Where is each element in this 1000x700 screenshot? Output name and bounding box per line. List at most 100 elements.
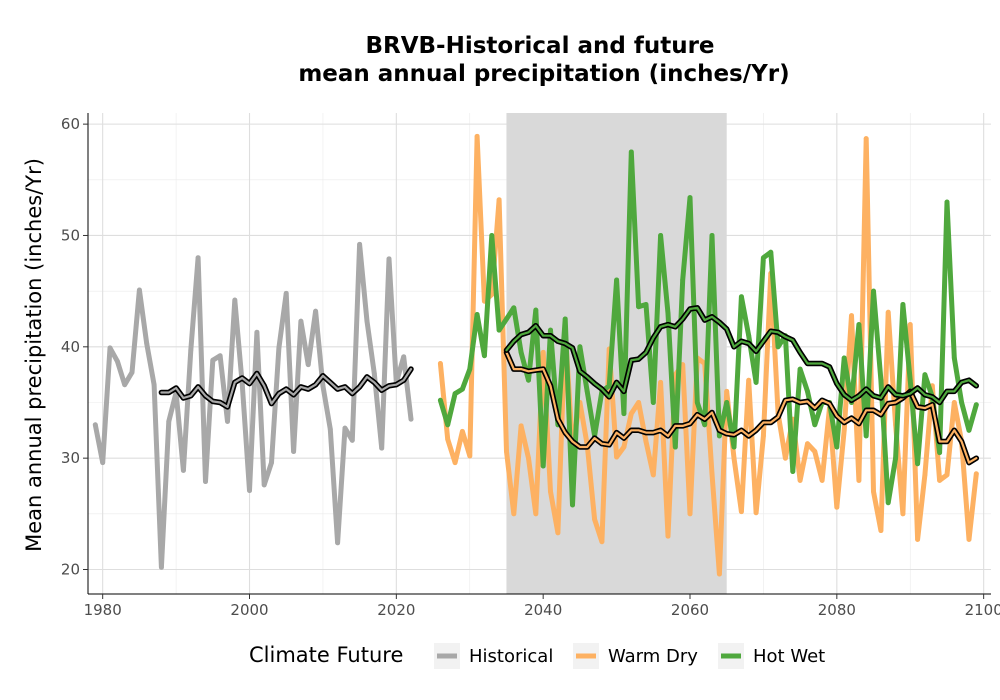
series-line-historical (92, 241, 414, 570)
data-point-warm-dry (738, 509, 744, 515)
data-point-historical (217, 353, 223, 359)
data-point-hot-wet (643, 302, 649, 307)
legend-label-warm-dry: Warm Dry (608, 646, 698, 667)
data-point-warm-dry (761, 433, 766, 439)
data-point-warm-dry (724, 388, 730, 394)
data-point-historical (100, 460, 106, 466)
data-point-historical (254, 329, 260, 335)
data-point-warm-dry (621, 444, 627, 450)
data-point-historical (401, 354, 407, 360)
data-point-warm-dry (922, 472, 928, 478)
data-point-warm-dry (452, 460, 458, 466)
data-point-historical (188, 347, 194, 353)
data-point-historical (225, 419, 230, 424)
data-point-warm-dry (496, 197, 502, 203)
data-point-historical (114, 358, 120, 364)
data-point-warm-dry (636, 400, 642, 405)
data-point-hot-wet (650, 400, 656, 405)
data-point-warm-dry (504, 449, 509, 454)
data-point-hot-wet (716, 433, 722, 439)
data-point-historical (371, 371, 377, 376)
data-point-hot-wet (761, 255, 766, 261)
data-point-warm-dry (951, 400, 957, 405)
data-point-historical (261, 482, 267, 488)
data-point-hot-wet (687, 195, 693, 201)
data-point-warm-dry (973, 471, 979, 477)
x-tick-label: 2040 (524, 601, 562, 619)
data-point-warm-dry (746, 377, 752, 383)
y-tick-label: 60 (61, 115, 80, 133)
data-point-warm-dry (650, 472, 656, 478)
data-point-warm-dry (460, 429, 465, 434)
data-point-historical (320, 383, 326, 389)
data-point-warm-dry (437, 361, 443, 366)
x-tick-label: 2020 (377, 601, 415, 619)
data-point-historical (232, 297, 238, 303)
data-point-warm-dry (841, 427, 847, 433)
data-point-hot-wet (672, 444, 678, 450)
data-point-hot-wet (504, 316, 509, 322)
data-point-hot-wet (621, 411, 627, 417)
data-point-warm-dry (753, 510, 759, 516)
data-point-hot-wet (526, 377, 531, 383)
data-point-hot-wet (482, 353, 487, 359)
data-point-hot-wet (533, 307, 539, 313)
data-point-hot-wet (724, 400, 730, 405)
data-point-historical (129, 370, 135, 375)
data-point-historical (195, 255, 201, 261)
plot-area: 1980 2000 2020 2040 2060 2080 2100 20 30 40 50 60 (61, 113, 1000, 619)
data-point-hot-wet (540, 463, 546, 469)
data-point-historical (298, 318, 304, 324)
data-point-warm-dry (915, 537, 920, 542)
data-point-historical (203, 479, 208, 484)
y-tick-label: 50 (61, 226, 80, 244)
data-point-hot-wet (489, 233, 495, 238)
data-point-hot-wet (878, 377, 884, 383)
data-point-warm-dry (871, 489, 876, 494)
data-point-hot-wet (768, 249, 774, 255)
data-point-hot-wet (614, 277, 619, 283)
data-point-hot-wet (812, 422, 818, 428)
data-point-historical (210, 357, 216, 363)
data-point-historical (386, 256, 392, 262)
data-point-hot-wet (511, 305, 517, 311)
smoothed-line-historical (160, 368, 413, 408)
data-point-historical (276, 345, 282, 351)
data-point-historical (335, 540, 341, 546)
data-point-historical (349, 437, 355, 443)
data-point-historical (357, 241, 363, 247)
data-point-hot-wet (636, 304, 642, 310)
data-point-warm-dry (599, 539, 605, 545)
data-point-historical (122, 382, 128, 388)
data-point-hot-wet (841, 355, 847, 361)
data-point-hot-wet (944, 199, 950, 205)
data-point-historical (313, 308, 318, 314)
data-point-warm-dry (628, 411, 634, 417)
data-point-warm-dry (937, 478, 943, 483)
x-tick-label: 2000 (230, 601, 268, 619)
x-tick-label: 2100 (965, 601, 1000, 619)
data-point-hot-wet (445, 422, 451, 428)
data-point-historical (151, 382, 157, 388)
data-point-hot-wet (871, 288, 876, 294)
data-point-warm-dry (658, 380, 664, 385)
data-point-hot-wet (966, 427, 972, 433)
data-point-historical (291, 449, 296, 454)
legend-label-hot-wet: Hot Wet (753, 646, 825, 667)
x-tick-label: 2060 (671, 601, 709, 619)
data-point-historical (269, 460, 274, 466)
data-point-warm-dry (592, 517, 597, 522)
data-point-historical (136, 287, 142, 293)
data-point-hot-wet (562, 316, 568, 322)
data-point-warm-dry (805, 441, 810, 447)
data-point-historical (408, 416, 414, 422)
data-point-hot-wet (863, 433, 869, 439)
data-point-historical (342, 425, 348, 431)
data-point-warm-dry (878, 528, 884, 533)
data-point-warm-dry (731, 455, 737, 461)
data-point-hot-wet (658, 233, 664, 238)
data-point-hot-wet (452, 391, 458, 396)
data-point-hot-wet (834, 444, 840, 450)
chart-title-line-1: BRVB-Historical and future (365, 33, 714, 59)
data-point-historical (247, 488, 252, 493)
